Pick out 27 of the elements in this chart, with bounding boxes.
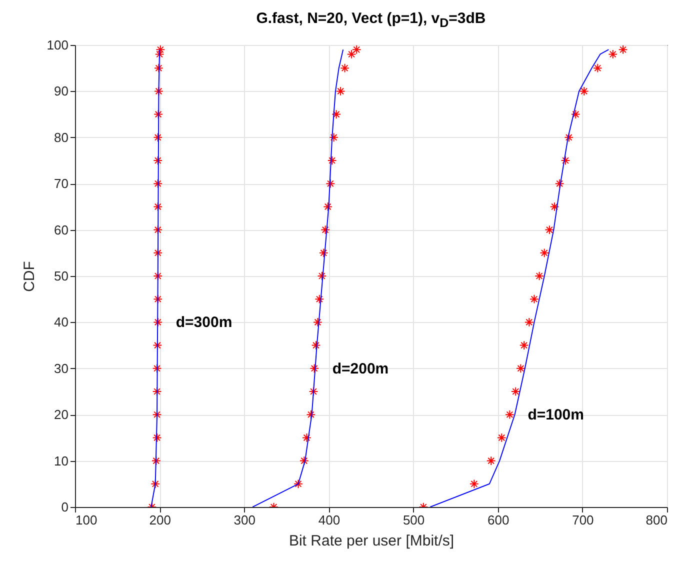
- y-tick-label: 60: [54, 222, 68, 238]
- chart-title: G.fast, N=20, Vect (p=1), v$_{D}$=3dB: [255, 10, 487, 30]
- y-tick-label: 20: [54, 407, 68, 422]
- y-tick-label: 30: [54, 360, 68, 376]
- x-tick-label: 400: [318, 512, 340, 528]
- x-tick-label: 800: [646, 512, 668, 528]
- y-tick-label: 40: [54, 314, 68, 330]
- x-tick-label: 300: [234, 512, 256, 528]
- line-series: [430, 49, 610, 507]
- x-tick-label: 100: [76, 512, 98, 528]
- x-tick-label: 700: [572, 512, 594, 528]
- y-tick-label: 10: [54, 453, 68, 468]
- series-label: d=200m: [332, 360, 389, 378]
- y-tick-label: 0: [61, 500, 68, 514]
- series-label: d=300m: [176, 314, 232, 332]
- line-series: [150, 49, 160, 507]
- y-axis-title: CDF: [20, 261, 38, 292]
- series-label: d=100m: [528, 406, 584, 424]
- y-tick-label: 100: [46, 38, 68, 52]
- y-tick-label: 70: [54, 176, 68, 192]
- y-tick-label: 80: [54, 130, 68, 145]
- x-tick-label: 600: [488, 512, 510, 528]
- x-axis-title: Bit Rate per user [Mbit/s]: [288, 532, 454, 550]
- y-tick-label: 50: [54, 268, 68, 284]
- y-tick-label: 90: [54, 84, 68, 99]
- x-tick-label: 200: [149, 512, 171, 528]
- x-tick-label: 500: [402, 512, 425, 528]
